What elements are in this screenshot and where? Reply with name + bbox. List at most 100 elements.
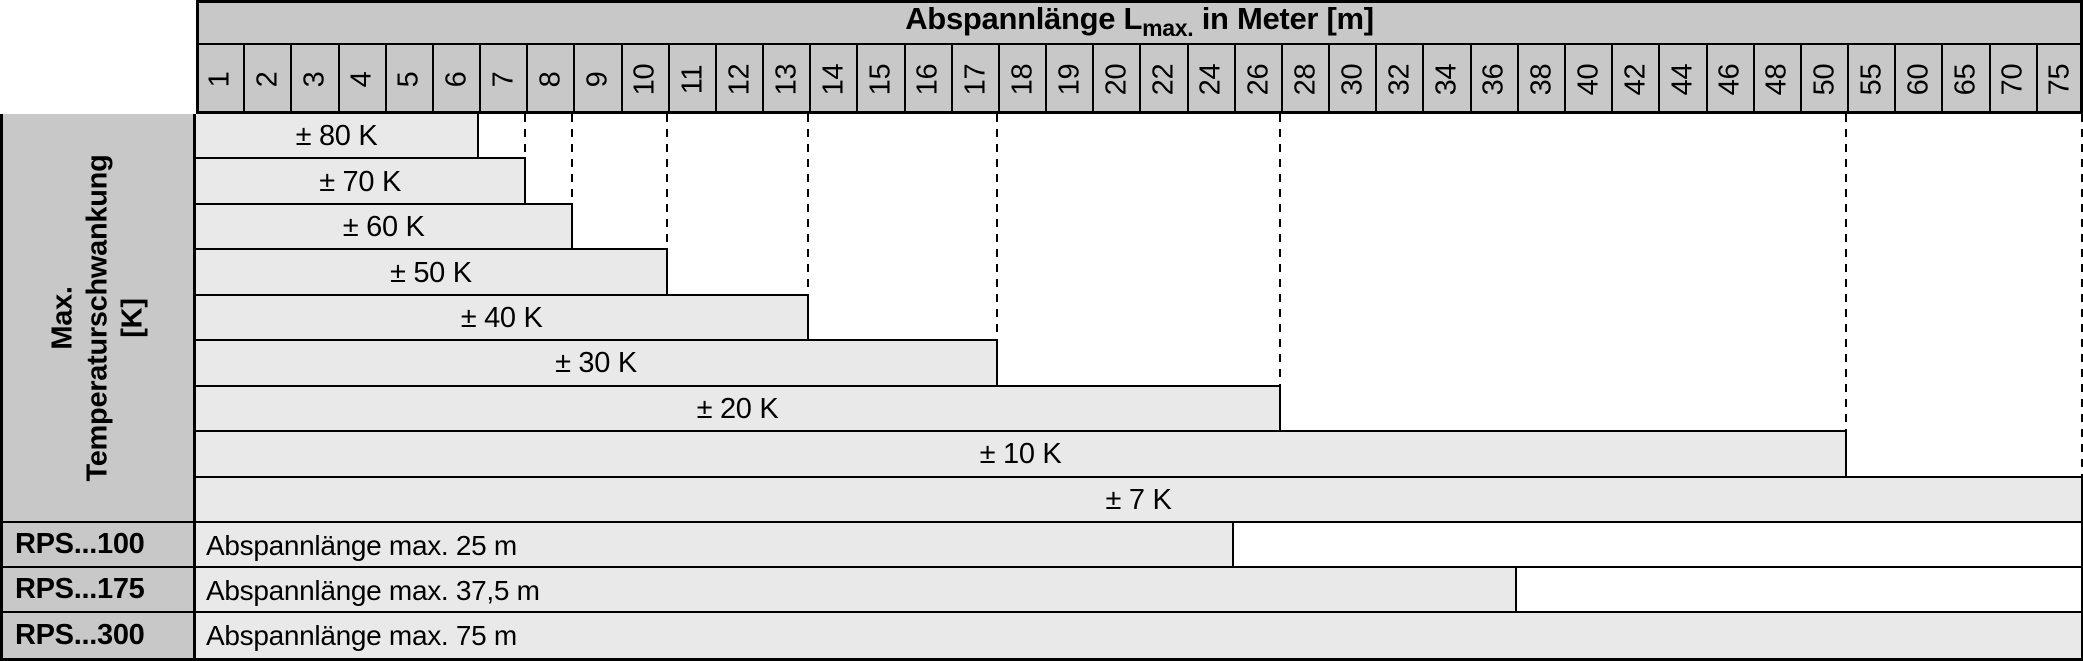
column-header-label: 8 (534, 71, 567, 88)
column-header-38: 38 (1516, 45, 1564, 114)
column-header-label: 30 (1336, 63, 1369, 96)
bar-text: Abspannlänge max. 25 m (206, 529, 517, 561)
column-header-16: 16 (903, 45, 951, 114)
column-header-32: 32 (1375, 45, 1422, 114)
column-header-label: 26 (1241, 63, 1274, 96)
column-header-55: 55 (1847, 45, 1894, 114)
dash-line-70k (524, 114, 527, 160)
title-subscript: max. (1142, 15, 1194, 42)
row-header-label: RPS...300 (15, 619, 145, 651)
bar-60k: ± 60 K (196, 204, 574, 251)
table-border-right (2081, 477, 2083, 658)
column-header-label: 2 (251, 71, 284, 88)
column-header-label: 28 (1289, 63, 1322, 96)
column-header-label: 55 (1855, 63, 1888, 96)
bar-20k: ± 20 K (196, 386, 1282, 433)
bar-label: ± 40 K (460, 301, 543, 334)
column-header-label: 10 (628, 63, 661, 96)
dash-line-60k (571, 114, 574, 205)
title-text: Abspannlänge Lmax. in Meter [m] (905, 0, 1374, 42)
column-header-28: 28 (1280, 45, 1328, 114)
row-separator (196, 566, 2083, 568)
column-header-label: 14 (817, 63, 850, 96)
column-header-22: 22 (1139, 45, 1186, 114)
bar-label: ± 20 K (696, 392, 779, 425)
bar-50k: ± 50 K (196, 250, 668, 296)
column-header-label: 19 (1053, 63, 1086, 96)
column-header-label: 70 (1996, 63, 2029, 96)
bar-text: Abspannlänge max. 37,5 m (206, 574, 540, 606)
column-header-48: 48 (1752, 45, 1800, 114)
column-header-label: 20 (1100, 63, 1133, 96)
column-header-label: 24 (1194, 63, 1227, 96)
column-header-13: 13 (762, 45, 809, 114)
column-header-label: 22 (1147, 63, 1180, 96)
column-header-label: 5 (392, 71, 425, 88)
column-header-label: 46 (1713, 63, 1746, 96)
bar-70k: ± 70 K (196, 159, 527, 205)
dash-line-10k (1845, 114, 1848, 433)
table-title: Abspannlänge Lmax. in Meter [m] (196, 0, 2083, 43)
row-separator (196, 339, 998, 342)
title-separator (196, 43, 2083, 45)
dash-line-50k (665, 114, 668, 251)
column-header-11: 11 (667, 45, 715, 114)
column-header-36: 36 (1469, 45, 1517, 114)
column-header-label: 34 (1430, 63, 1463, 96)
column-header-5: 5 (384, 45, 432, 114)
bar-label: ± 30 K (555, 347, 637, 380)
bar-10k: ± 10 K (196, 432, 1848, 478)
bar-RPS300: Abspannlänge max. 75 m (196, 613, 2083, 658)
column-header-19: 19 (1045, 45, 1092, 114)
column-header-label: 13 (770, 63, 803, 96)
column-header-60: 60 (1894, 45, 1941, 114)
column-header-label: 65 (1949, 63, 1982, 96)
column-header-20: 20 (1092, 45, 1139, 114)
column-header-40: 40 (1563, 45, 1611, 114)
column-header-1: 1 (196, 45, 243, 114)
column-header-label: 18 (1006, 63, 1039, 96)
row-separator (196, 475, 2083, 478)
column-header-10: 10 (620, 45, 668, 114)
bar-label: ± 50 K (389, 256, 472, 289)
bar-label: ± 60 K (342, 211, 425, 244)
bar-label: ± 10 K (979, 438, 1062, 471)
row-separator (196, 293, 810, 296)
column-header-label: 6 (439, 71, 472, 88)
table-border-bottom (0, 658, 2083, 661)
bar-text: Abspannlänge max. 75 m (206, 619, 517, 651)
column-header-label: 11 (675, 64, 708, 95)
bar-80k: ± 80 K (196, 114, 480, 160)
column-header-label: 40 (1572, 63, 1605, 96)
column-header-42: 42 (1611, 45, 1658, 114)
column-header-24: 24 (1186, 45, 1234, 114)
column-header-9: 9 (573, 45, 620, 114)
header-border-left (196, 0, 199, 114)
row-group-header-temperature: Max. Temperaturschwankung [K] (0, 114, 196, 523)
column-header-8: 8 (526, 45, 573, 114)
column-header-50: 50 (1799, 45, 1847, 114)
column-header-14: 14 (809, 45, 856, 114)
bar-label: ± 70 K (319, 165, 402, 198)
column-header-label: 7 (487, 71, 520, 88)
dash-line-20k (1279, 114, 1282, 387)
row-separator (196, 611, 2083, 613)
bar-30k: ± 30 K (196, 341, 998, 387)
column-header-label: 12 (722, 63, 755, 96)
column-header-label: 9 (581, 71, 614, 88)
column-header-65: 65 (1941, 45, 1988, 114)
column-header-75: 75 (2035, 45, 2083, 114)
column-header-7: 7 (479, 45, 526, 114)
header-border-bottom (196, 111, 2083, 114)
row-header-RPS175: RPS...175 (0, 568, 196, 613)
dash-line-40k (807, 114, 810, 296)
row-separator (196, 157, 527, 160)
row-separator (196, 202, 574, 205)
bar-label: ± 7 K (1105, 483, 1172, 516)
column-header-2: 2 (243, 45, 290, 114)
column-header-label: 50 (1807, 63, 1840, 96)
bar-RPS100: Abspannlänge max. 25 m (196, 523, 1234, 568)
column-header-label: 4 (345, 71, 378, 88)
column-header-3: 3 (290, 45, 337, 114)
